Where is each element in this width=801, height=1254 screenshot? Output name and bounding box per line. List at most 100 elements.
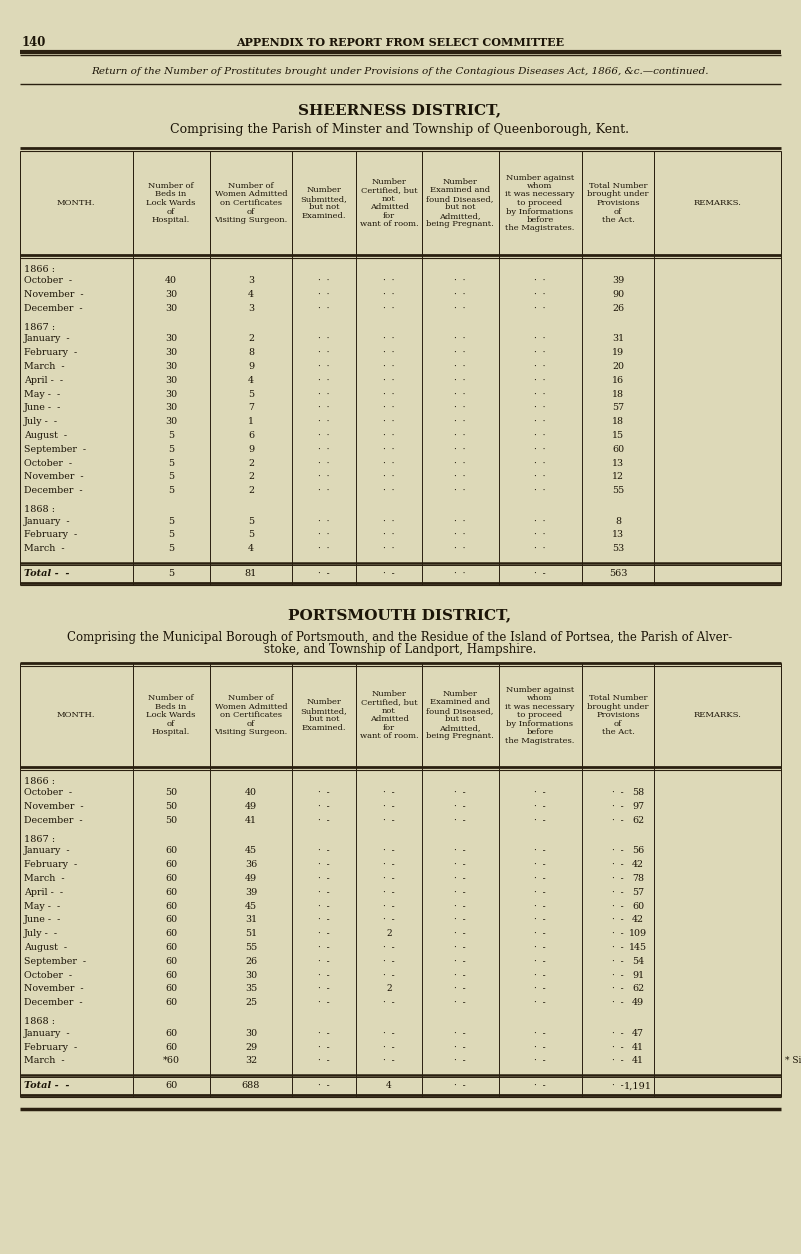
Text: ·  -: · - [318, 803, 330, 811]
Text: ·  ·: · · [383, 276, 395, 285]
Text: 563: 563 [609, 569, 627, 578]
Text: ·  -: · - [383, 789, 395, 798]
Text: PORTSMOUTH DISTRICT,: PORTSMOUTH DISTRICT, [288, 608, 512, 622]
Text: 62: 62 [632, 984, 644, 993]
Text: Hospital.: Hospital. [152, 216, 190, 224]
Text: ·  -: · - [383, 888, 395, 897]
Text: 30: 30 [165, 290, 177, 298]
Text: ·  -: · - [534, 569, 545, 578]
Text: of: of [614, 720, 622, 727]
Text: ·  ·: · · [318, 404, 330, 413]
Text: 1,191: 1,191 [624, 1081, 652, 1090]
Text: not: not [382, 707, 396, 715]
Text: Visiting Surgeon.: Visiting Surgeon. [215, 729, 288, 736]
Text: 31: 31 [245, 915, 257, 924]
Text: ·  -: · - [534, 803, 545, 811]
Text: Visiting Surgeon.: Visiting Surgeon. [215, 216, 288, 224]
Text: 40: 40 [245, 789, 257, 798]
Text: whom: whom [527, 695, 553, 702]
Text: Certified, but: Certified, but [360, 698, 417, 706]
Text: ·  -: · - [612, 929, 624, 938]
Text: 54: 54 [632, 957, 644, 966]
Text: ·  ·: · · [318, 544, 330, 553]
Text: March  -: March - [24, 544, 65, 553]
Text: 9: 9 [248, 362, 254, 371]
Text: it was necessary: it was necessary [505, 191, 574, 198]
Text: ·  -: · - [318, 971, 330, 979]
Text: ·  -: · - [454, 1028, 466, 1038]
Text: ·  ·: · · [534, 362, 545, 371]
Text: ·  ·: · · [383, 487, 395, 495]
Text: 2: 2 [386, 984, 392, 993]
Text: but not: but not [308, 715, 340, 724]
Text: it was necessary: it was necessary [505, 702, 574, 711]
Text: ·  ·: · · [534, 404, 545, 413]
Text: 2: 2 [248, 473, 254, 482]
Text: ·  ·: · · [318, 517, 330, 525]
Text: ·  ·: · · [534, 530, 545, 539]
Text: 19: 19 [612, 349, 624, 357]
Text: the Magistrates.: the Magistrates. [505, 224, 574, 232]
Text: 39: 39 [612, 276, 624, 285]
Text: ·  -: · - [454, 1042, 466, 1052]
Text: 30: 30 [165, 362, 177, 371]
Text: on Certificates: on Certificates [220, 711, 282, 719]
Text: ·  -: · - [454, 860, 466, 869]
Text: 2: 2 [248, 459, 254, 468]
Text: ·  ·: · · [318, 290, 330, 298]
Text: 5: 5 [248, 390, 254, 399]
Text: October  -: October - [24, 459, 72, 468]
Text: but not: but not [308, 203, 340, 211]
Text: ·  -: · - [612, 888, 624, 897]
Text: ·  ·: · · [454, 349, 465, 357]
Text: ·  -: · - [534, 943, 545, 952]
Text: ·  -: · - [534, 860, 545, 869]
Text: ·  ·: · · [383, 404, 395, 413]
Text: 41: 41 [245, 816, 257, 825]
Text: 5: 5 [168, 569, 174, 578]
Text: before: before [526, 216, 553, 224]
Text: ·  -: · - [318, 816, 330, 825]
Text: 7: 7 [248, 404, 254, 413]
Text: 62: 62 [632, 816, 644, 825]
Text: not: not [382, 194, 396, 203]
Text: ·  -: · - [318, 569, 330, 578]
Text: 55: 55 [245, 943, 257, 952]
Text: ·  ·: · · [318, 362, 330, 371]
Text: December  -: December - [24, 487, 83, 495]
Text: ·  -: · - [534, 971, 545, 979]
Text: Number against: Number against [506, 173, 574, 182]
Text: 5: 5 [168, 487, 174, 495]
Text: August  -: August - [24, 943, 67, 952]
Text: ·  -: · - [318, 902, 330, 910]
Text: 4: 4 [248, 376, 254, 385]
Text: Number: Number [372, 690, 406, 697]
Text: ·  ·: · · [383, 418, 395, 426]
Text: Admitted: Admitted [369, 715, 409, 724]
Text: ·  ·: · · [534, 349, 545, 357]
Text: 5: 5 [168, 445, 174, 454]
Text: 47: 47 [632, 1028, 644, 1038]
Text: ·  ·: · · [383, 376, 395, 385]
Text: ·  -: · - [612, 803, 624, 811]
Text: December  -: December - [24, 998, 83, 1007]
Text: Provisions: Provisions [596, 711, 640, 719]
Text: 60: 60 [165, 1028, 177, 1038]
Text: 5: 5 [248, 517, 254, 525]
Text: ·  -: · - [318, 929, 330, 938]
Text: ·  ·: · · [454, 517, 465, 525]
Text: 51: 51 [245, 929, 257, 938]
Text: 45: 45 [245, 902, 257, 910]
Text: ·  ·: · · [454, 569, 465, 578]
Text: 60: 60 [165, 1042, 177, 1052]
Text: ·  -: · - [318, 998, 330, 1007]
Text: 90: 90 [612, 290, 624, 298]
Text: ·  ·: · · [318, 431, 330, 440]
Text: ·  -: · - [383, 846, 395, 855]
Text: brought under: brought under [587, 191, 649, 198]
Text: ·  -: · - [318, 874, 330, 883]
Text: September  -: September - [24, 957, 87, 966]
Text: Examined and: Examined and [430, 187, 490, 194]
Text: ·  -: · - [318, 943, 330, 952]
Text: ·  -: · - [318, 1081, 330, 1090]
